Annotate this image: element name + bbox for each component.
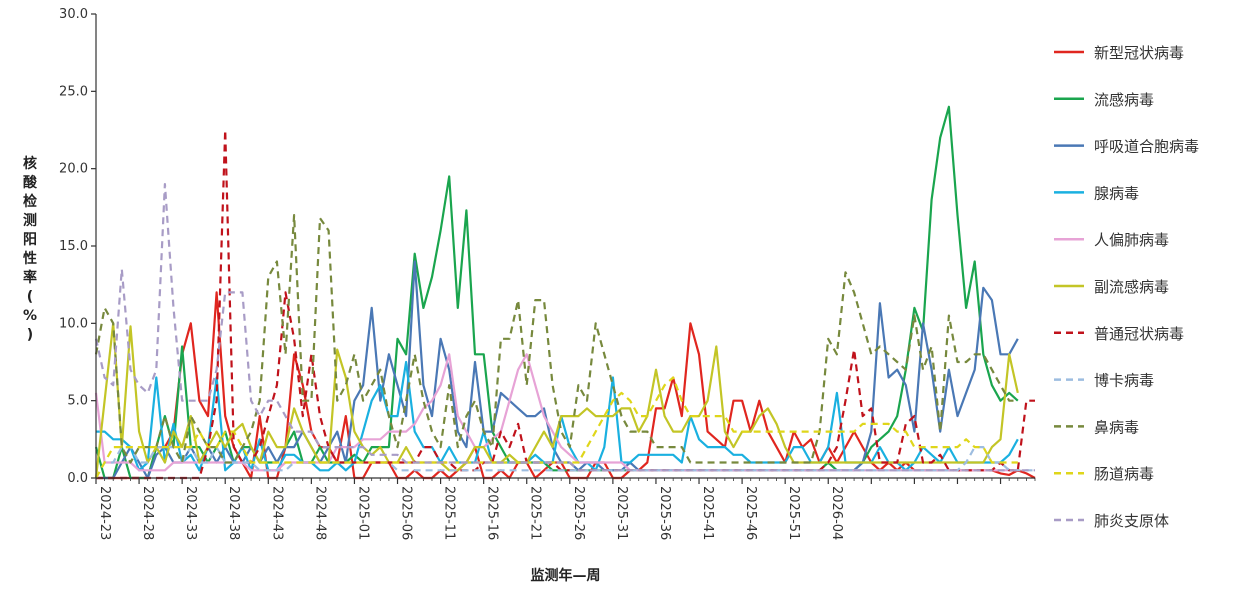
y-tick-label: 0.0 xyxy=(67,471,88,486)
series-line xyxy=(96,128,1035,480)
y-axis-title-char: 性 xyxy=(23,250,37,267)
y-axis-title-char: 测 xyxy=(23,212,37,229)
legend-label: 副流感病毒 xyxy=(1094,278,1169,296)
y-axis-title-char: ) xyxy=(27,327,33,343)
x-ticks: 2024-23 2024-28 2024-33 2024-38 2024-43 2024-… xyxy=(95,478,1036,540)
legend-label: 普通冠状病毒 xyxy=(1094,325,1184,343)
y-tick-label: 15.0 xyxy=(59,239,88,254)
legend-label: 鼻病毒 xyxy=(1094,418,1139,436)
series-line xyxy=(95,376,1018,479)
legend-label: 肺炎支原体 xyxy=(1094,512,1169,530)
x-tick-label: 2024-48 xyxy=(312,486,327,540)
series-line xyxy=(94,322,1019,479)
x-tick-label: 2025-21 xyxy=(528,486,543,540)
y-axis-title-char: % xyxy=(23,308,37,324)
x-axis-title: 监测年—周 xyxy=(531,567,601,584)
x-tick-label: 2025-26 xyxy=(571,486,586,540)
legend-label: 腺病毒 xyxy=(1094,184,1139,202)
y-tick-label: 30.0 xyxy=(59,7,88,22)
x-tick-label: 2026-04 xyxy=(829,486,844,540)
y-axis-title-char: 阳 xyxy=(23,232,37,248)
x-tick-label: 2024-38 xyxy=(226,486,241,540)
y-axis-title-char: 核 xyxy=(23,155,37,172)
series-line xyxy=(94,183,1035,472)
y-tick-label: 20.0 xyxy=(59,162,88,177)
legend-label: 人偏肺病毒 xyxy=(1094,231,1169,249)
x-tick-label: 2024-23 xyxy=(97,486,112,540)
y-tick-label: 5.0 xyxy=(67,394,88,409)
legend-label: 肠道病毒 xyxy=(1094,465,1154,483)
legend: 新型冠状病毒流感病毒呼吸道合胞病毒腺病毒人偏肺病毒副流感病毒普通冠状病毒博卡病毒… xyxy=(1054,44,1199,530)
x-tick-label: 2025-06 xyxy=(399,486,414,540)
x-tick-label: 2025-16 xyxy=(485,486,500,540)
y-axis-title-char: 检 xyxy=(23,193,37,210)
legend-label: 博卡病毒 xyxy=(1094,372,1154,390)
y-axis-title-char: ( xyxy=(27,289,33,305)
y-ticks: 0.0 5.0 10.0 15.0 20.0 25.0 30.0 xyxy=(59,7,96,486)
y-tick-label: 10.0 xyxy=(59,316,88,331)
series-line xyxy=(94,214,1018,464)
plot-area xyxy=(94,105,1036,480)
x-tick-label: 2024-33 xyxy=(183,486,198,540)
x-tick-label: 2025-11 xyxy=(442,486,457,540)
y-axis-title-char: 酸 xyxy=(23,174,38,191)
x-tick-label: 2024-43 xyxy=(269,486,284,540)
x-tick-label: 2025-01 xyxy=(355,486,370,540)
legend-label: 流感病毒 xyxy=(1094,91,1154,109)
axes: 0.05.010.015.020.025.030.0 2024-23 2024-2… xyxy=(59,7,1036,540)
x-tick-label: 2025-36 xyxy=(657,486,672,540)
x-tick-label: 2024-28 xyxy=(140,486,155,540)
y-axis-title-char: 率 xyxy=(23,269,37,286)
x-tick-label: 2025-51 xyxy=(786,486,801,540)
x-tick-label: 2025-41 xyxy=(700,486,715,540)
x-tick-label: 2025-46 xyxy=(743,486,758,540)
series-line xyxy=(96,260,1019,480)
x-tick-label: 2025-31 xyxy=(614,486,629,540)
legend-label: 呼吸道合胞病毒 xyxy=(1094,138,1199,156)
y-tick-label: 25.0 xyxy=(59,84,88,99)
legend-label: 新型冠状病毒 xyxy=(1094,44,1184,62)
